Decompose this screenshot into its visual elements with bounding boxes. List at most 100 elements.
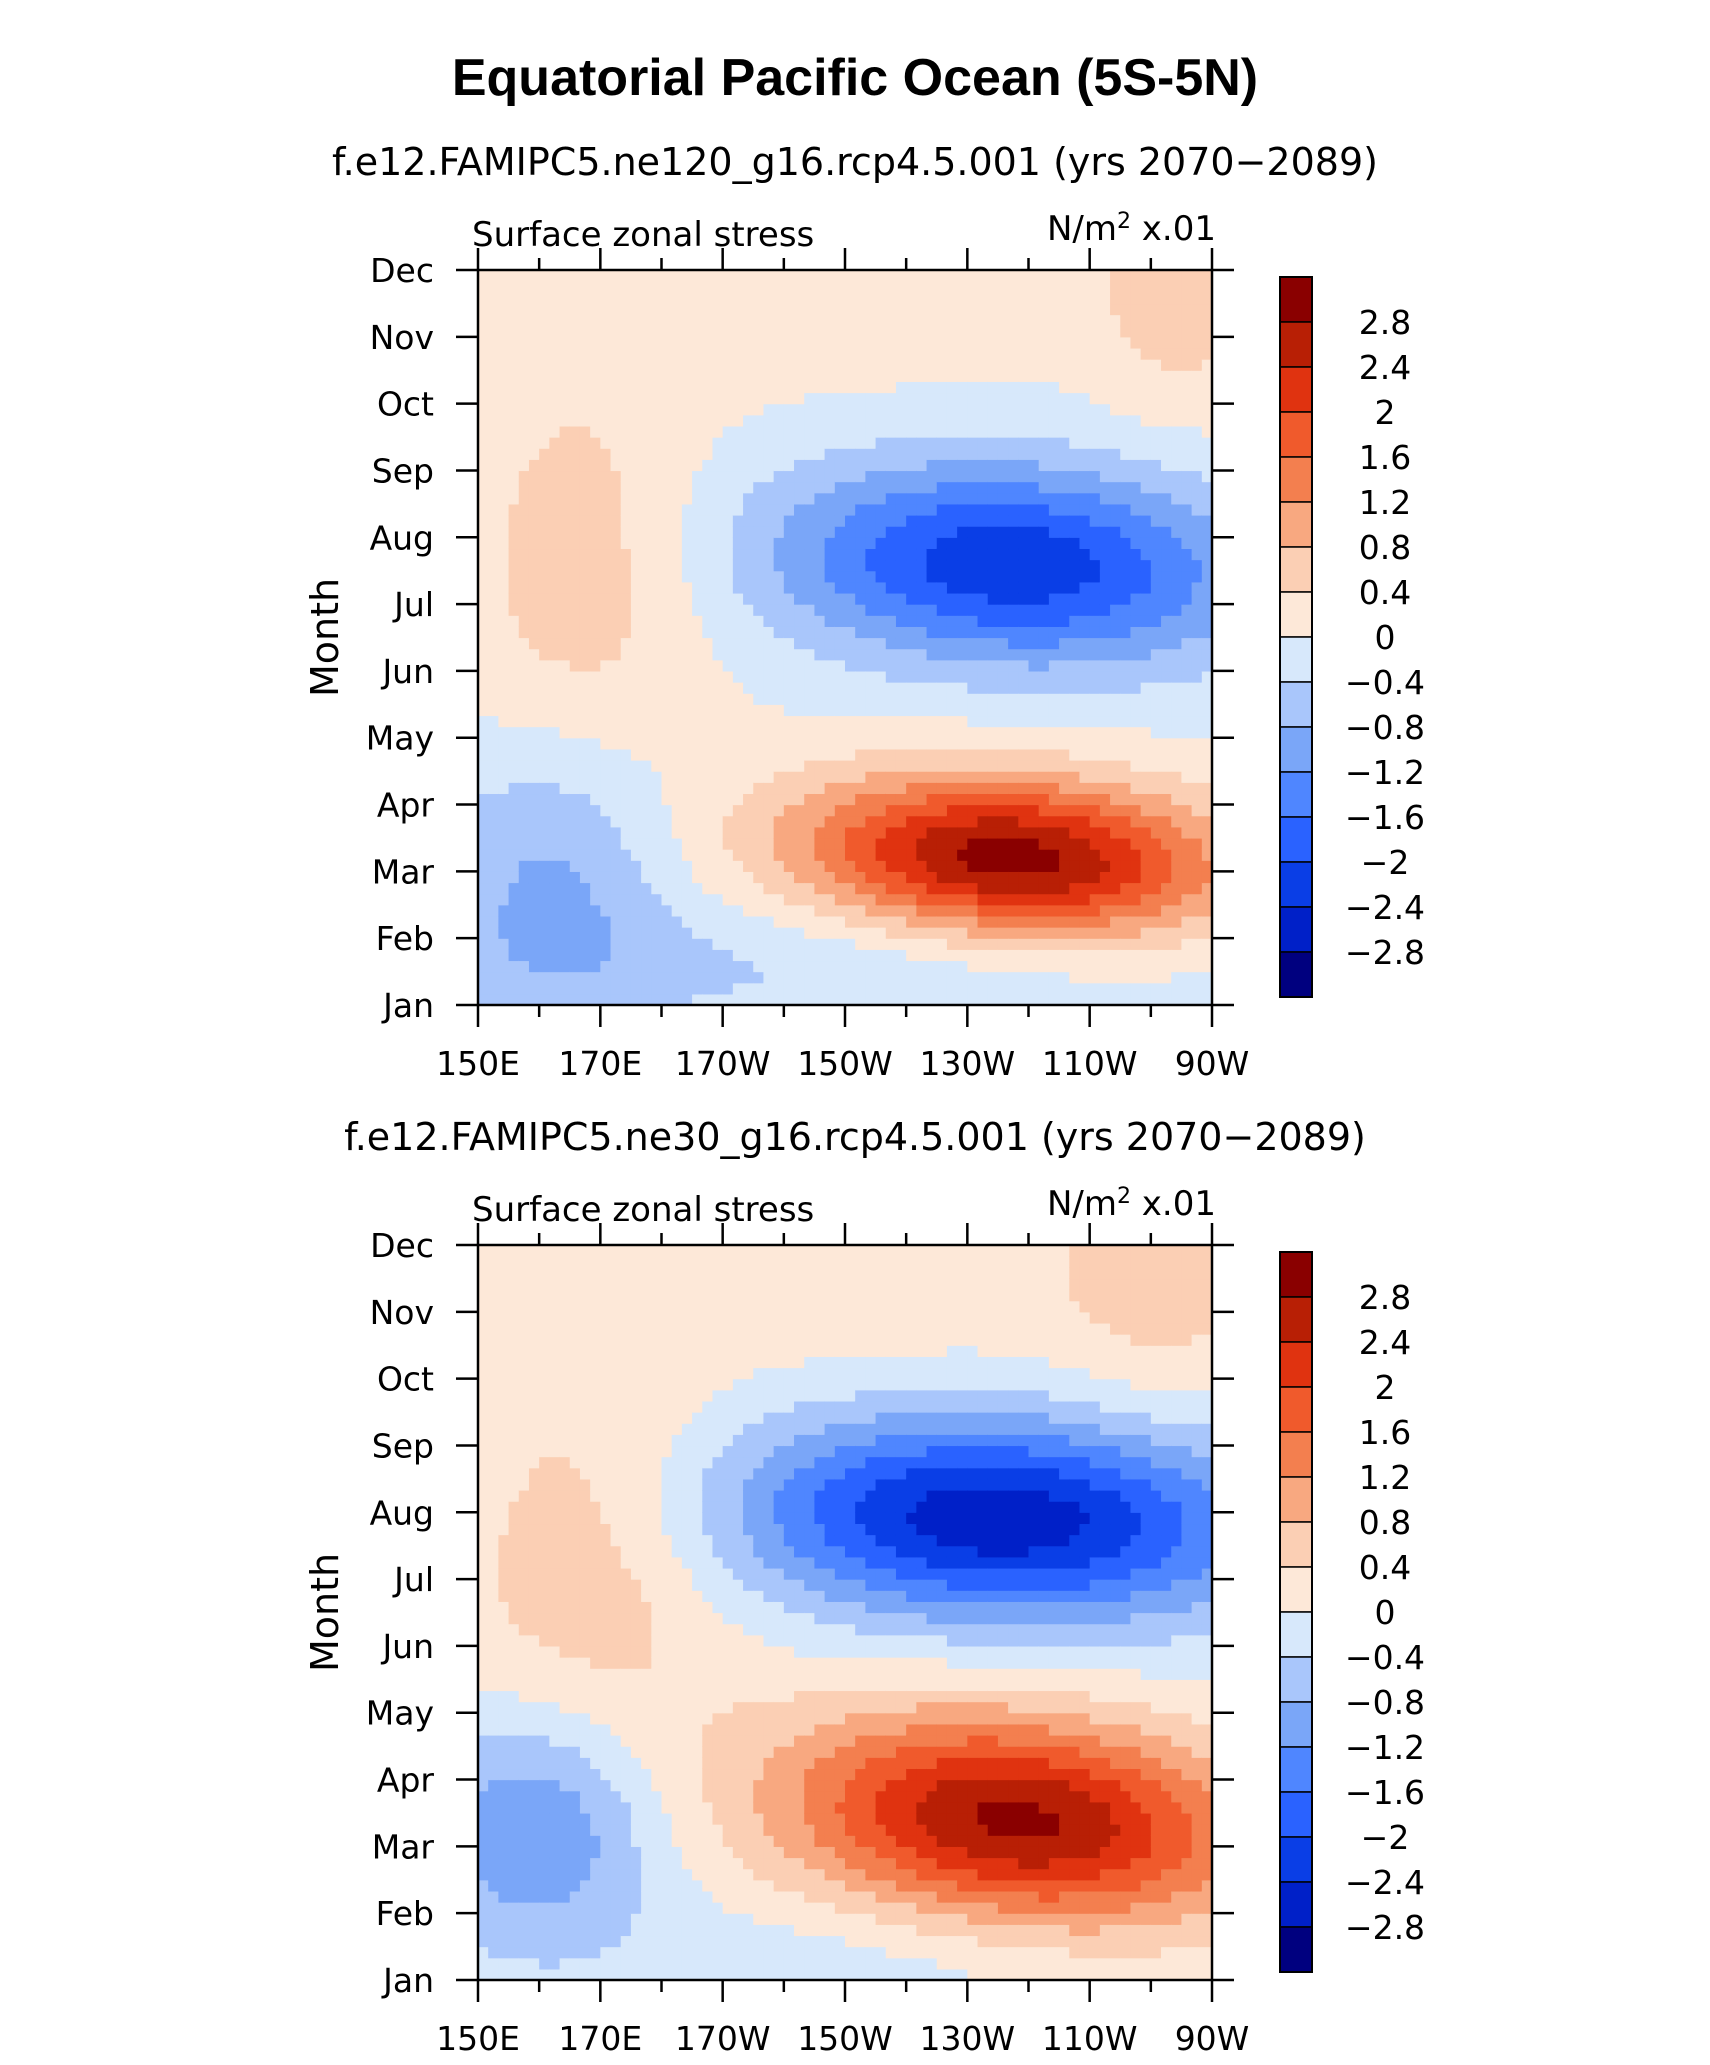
heatmap-cell — [1110, 459, 1121, 471]
heatmap-cell — [937, 738, 948, 750]
heatmap-cell — [641, 793, 652, 805]
heatmap-cell — [621, 482, 632, 494]
heatmap-cell — [1110, 326, 1121, 338]
heatmap-cell — [509, 749, 520, 761]
heatmap-cell — [814, 270, 825, 282]
heatmap-cell — [519, 771, 530, 783]
heatmap-cell — [784, 393, 795, 405]
heatmap-cell — [488, 537, 499, 549]
heatmap-cell — [662, 771, 673, 783]
heatmap-cell — [733, 437, 744, 449]
heatmap-cell — [488, 1935, 499, 1947]
heatmap-cell — [498, 983, 509, 995]
heatmap-cell — [478, 972, 489, 984]
heatmap-cell — [1029, 871, 1040, 883]
heatmap-cell — [580, 359, 591, 371]
heatmap-cell — [967, 270, 978, 282]
heatmap-cell — [672, 437, 683, 449]
heatmap-cell — [662, 715, 673, 727]
heatmap-cell — [1171, 816, 1182, 828]
heatmap-cell — [1049, 871, 1060, 883]
heatmap-cell — [1192, 504, 1203, 516]
heatmap-cell — [896, 782, 907, 794]
heatmap-cell — [1110, 415, 1121, 427]
heatmap-cell — [478, 537, 489, 549]
heatmap-cell — [1069, 281, 1080, 293]
heatmap-cell — [509, 348, 520, 360]
heatmap-cell — [784, 771, 795, 783]
heatmap-cell — [774, 493, 785, 505]
heatmap-cell — [712, 582, 723, 594]
heatmap-cell — [886, 626, 897, 638]
heatmap-cell — [743, 448, 754, 460]
heatmap-cell — [560, 738, 571, 750]
heatmap-cell — [600, 916, 611, 928]
heatmap-cell — [896, 537, 907, 549]
heatmap-cell — [498, 626, 509, 638]
heatmap-cell — [774, 615, 785, 627]
heatmap-cell — [488, 281, 499, 293]
heatmap-cell — [916, 660, 927, 672]
heatmap-cell — [1029, 894, 1040, 906]
heatmap-cell — [1049, 682, 1060, 694]
heatmap-cell — [1090, 883, 1101, 895]
heatmap-cell — [519, 281, 530, 293]
heatmap-cell — [957, 571, 968, 583]
heatmap-cell — [621, 270, 632, 282]
heatmap-cell — [478, 660, 489, 672]
heatmap-cell — [1181, 393, 1192, 405]
heatmap-cell — [916, 805, 927, 817]
heatmap-cell — [988, 393, 999, 405]
heatmap-cell — [539, 303, 550, 315]
heatmap-cell — [988, 682, 999, 694]
heatmap-cell — [692, 281, 703, 293]
heatmap-cell — [978, 938, 989, 950]
heatmap-cell — [549, 315, 560, 327]
heatmap-cell — [906, 972, 917, 984]
heatmap-cell — [712, 448, 723, 460]
heatmap-cell — [1090, 938, 1101, 950]
heatmap-cell — [804, 504, 815, 516]
heatmap-cell — [478, 1434, 489, 1446]
heatmap-cell — [998, 470, 1009, 482]
heatmap-cell — [519, 972, 530, 984]
heatmap-cell — [947, 437, 958, 449]
heatmap-cell — [1110, 604, 1121, 616]
heatmap-cell — [549, 482, 560, 494]
heatmap-cell — [794, 849, 805, 861]
heatmap-cell — [1029, 771, 1040, 783]
heatmap-cell — [1039, 960, 1050, 972]
heatmap-cell — [1130, 827, 1141, 839]
heatmap-cell — [763, 871, 774, 883]
heatmap-cell — [1171, 292, 1182, 304]
heatmap-cell — [712, 838, 723, 850]
heatmap-cell — [672, 582, 683, 594]
heatmap-cell — [712, 370, 723, 382]
heatmap-cell — [1090, 348, 1101, 360]
heatmap-cell — [906, 827, 917, 839]
heatmap-cell — [967, 782, 978, 794]
heatmap-cell — [906, 370, 917, 382]
heatmap-cell — [916, 638, 927, 650]
heatmap-cell — [865, 760, 876, 772]
heatmap-cell — [1171, 359, 1182, 371]
heatmap-cell — [590, 292, 601, 304]
heatmap-cell — [957, 983, 968, 995]
heatmap-cell — [835, 816, 846, 828]
heatmap-cell — [1029, 493, 1040, 505]
heatmap-cell — [1151, 415, 1162, 427]
heatmap-cell — [672, 983, 683, 995]
heatmap-cell — [641, 292, 652, 304]
heatmap-cell — [1100, 883, 1111, 895]
heatmap-cell — [937, 393, 948, 405]
heatmap-cell — [549, 426, 560, 438]
heatmap-cell — [560, 660, 571, 672]
heatmap-cell — [794, 938, 805, 950]
heatmap-cell — [886, 760, 897, 772]
heatmap-cell — [753, 849, 764, 861]
heatmap-cell — [723, 560, 734, 572]
heatmap-cell — [519, 393, 530, 405]
heatmap-cell — [886, 949, 897, 961]
heatmap-cell — [1130, 548, 1141, 560]
heatmap-cell — [957, 916, 968, 928]
